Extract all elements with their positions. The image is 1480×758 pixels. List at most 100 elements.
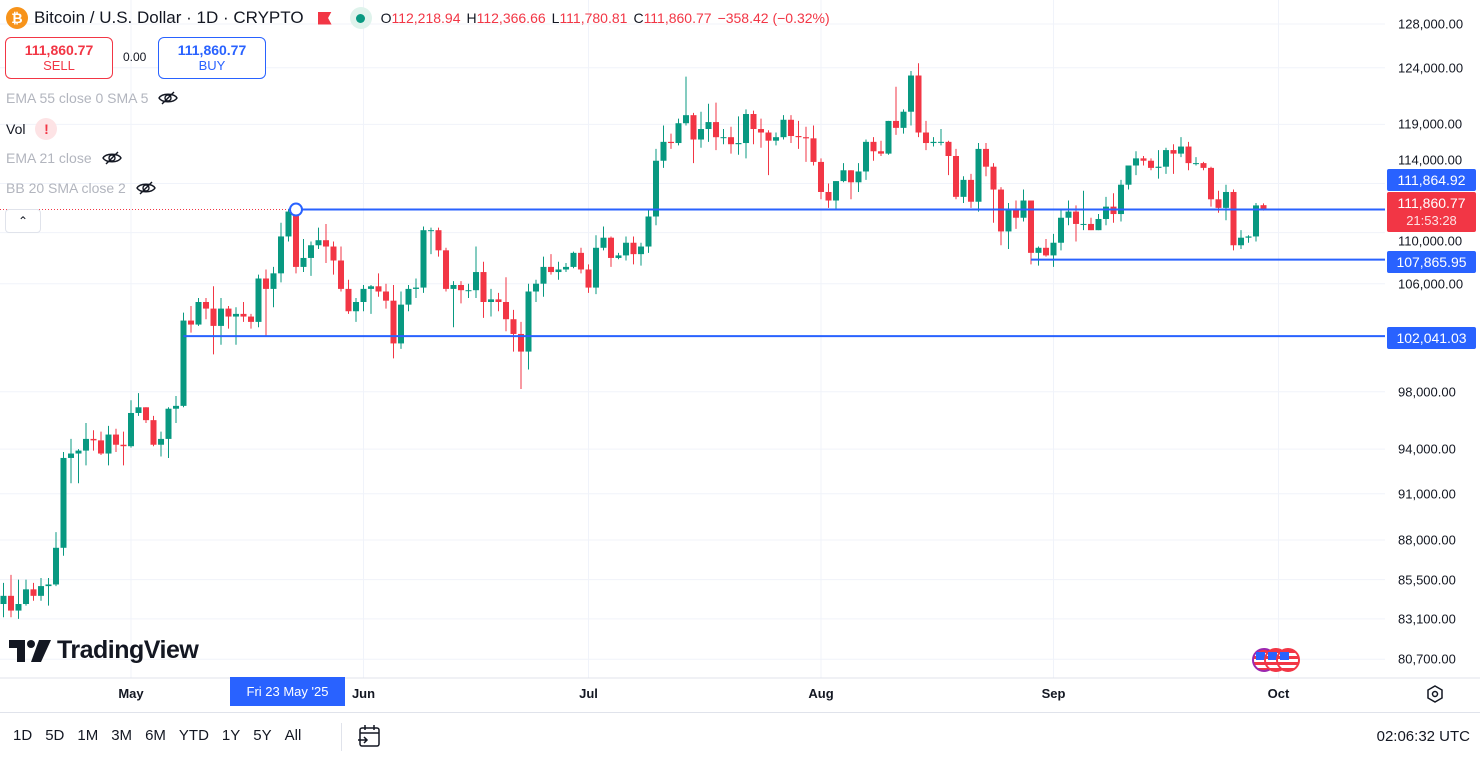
economic-events[interactable] [1252, 648, 1300, 672]
candle-body [750, 114, 757, 130]
range-5d[interactable]: 5D [45, 727, 65, 744]
candle-body [458, 284, 464, 291]
candle-body [810, 138, 817, 162]
range-1m[interactable]: 1M [77, 727, 99, 744]
sell-button[interactable]: 111,860.77 SELL [5, 37, 113, 79]
price-tick: 128,000.00 [1398, 16, 1464, 32]
candle-body [240, 313, 247, 317]
candle-body [473, 272, 479, 291]
candle-body [825, 191, 832, 201]
candle-body [435, 230, 442, 251]
candlestick-chart[interactable] [0, 0, 1480, 712]
candle-body [1230, 191, 1237, 246]
candle-body [270, 273, 277, 289]
collapse-legend-button[interactable]: ⌃ [5, 209, 41, 233]
candle-body [203, 301, 209, 309]
flag-icon[interactable] [317, 11, 332, 25]
range-selector: 1D 5D 1M 3M 6M YTD 1Y 5Y All [13, 727, 301, 744]
candle-body [525, 291, 532, 352]
indicator-vol[interactable]: Vol! [6, 118, 58, 140]
candle-body [375, 286, 382, 292]
candle-body [848, 170, 854, 183]
candle-body [743, 114, 749, 144]
range-1y[interactable]: 1Y [221, 727, 241, 744]
low-value: 111,780.81 [559, 10, 628, 26]
indicator-bb20[interactable]: BB 20 SMA close 2 [6, 180, 156, 196]
eye-off-icon[interactable] [101, 151, 122, 165]
indicator-ema55[interactable]: EMA 55 close 0 SMA 5 [6, 90, 179, 106]
candle-body [780, 119, 787, 138]
candle-body [1148, 160, 1154, 168]
eye-off-icon[interactable] [136, 181, 156, 195]
candle-body [945, 141, 952, 156]
candle-body [540, 266, 547, 284]
candle-body [1260, 205, 1267, 210]
candle-body [1065, 211, 1072, 218]
candle-body [885, 120, 892, 154]
indicator-ema21[interactable]: EMA 21 close [6, 150, 122, 166]
clock-timezone[interactable]: 02:06:32 UTC [1376, 728, 1470, 745]
candle-body [23, 589, 29, 605]
candle-body [450, 284, 457, 289]
time-tick: Aug [808, 686, 834, 701]
us-flag-icon[interactable] [1276, 648, 1300, 672]
range-all[interactable]: All [284, 727, 302, 744]
close-value: 111,860.77 [643, 10, 712, 26]
candle-body [113, 434, 119, 445]
candle-body [548, 266, 554, 273]
candle-body [323, 240, 329, 247]
high-value: 112,366.66 [476, 10, 546, 26]
support-price-label[interactable]: 102,041.03 [1387, 327, 1476, 349]
candle-body [698, 129, 704, 140]
open-value: 112,218.94 [391, 10, 461, 26]
candle-body [555, 269, 562, 273]
ohlc-legend: O112,218.94 H112,366.66 L111,780.81 C111… [381, 10, 830, 26]
candle-body [795, 136, 802, 138]
market-open-icon [349, 7, 372, 29]
range-3m[interactable]: 3M [111, 727, 133, 744]
go-to-date-icon[interactable] [356, 723, 382, 749]
buy-label: BUY [198, 58, 226, 73]
candle-body [495, 299, 502, 302]
alert-price-label[interactable]: 111,864.92 [1387, 169, 1476, 191]
candle-body [660, 141, 667, 161]
warning-icon[interactable]: ! [35, 118, 58, 140]
candle-body [360, 288, 367, 302]
candle-body [480, 272, 487, 302]
candle-body [345, 288, 352, 312]
settings-icon[interactable] [1425, 684, 1445, 704]
range-ytd[interactable]: YTD [178, 727, 209, 744]
candle-body [720, 137, 727, 139]
price-tick: 106,000.00 [1398, 276, 1464, 292]
candle-body [150, 420, 157, 445]
range-5y[interactable]: 5Y [253, 727, 272, 744]
candle-body [735, 143, 742, 145]
tradingview-logo[interactable]: TradingView [9, 636, 199, 665]
low-label: L [551, 10, 560, 26]
change-value: −358.42 (−0.32%) [717, 10, 830, 26]
range-6m[interactable]: 6M [145, 727, 166, 744]
candle-body [210, 308, 217, 326]
eye-off-icon[interactable] [158, 91, 179, 105]
candle-body [143, 407, 149, 421]
candle-body [413, 287, 419, 289]
candle-body [1035, 247, 1042, 253]
candle-body [975, 148, 982, 202]
candle-body [713, 122, 719, 138]
candle-body [983, 148, 989, 167]
candle-body [75, 450, 82, 454]
symbol-header[interactable]: ₿ Bitcoin / U.S. Dollar · 1D · CRYPTO O1… [6, 7, 830, 29]
buy-button[interactable]: 111,860.77 BUY [158, 37, 266, 79]
indicator-label: BB 20 SMA close 2 [6, 180, 126, 196]
candle-body [1170, 150, 1177, 154]
bottom-toolbar: 1D 5D 1M 3M 6M YTD 1Y 5Y All 02:06:32 UTC [0, 712, 1480, 758]
candle-body [90, 438, 97, 441]
support-price-label[interactable]: 107,865.95 [1387, 251, 1476, 273]
candle-body [930, 141, 937, 144]
symbol-title[interactable]: Bitcoin / U.S. Dollar · 1D · CRYPTO [34, 8, 304, 27]
range-1d[interactable]: 1D [13, 727, 33, 744]
candle-body [563, 266, 569, 270]
candle-body [218, 308, 224, 326]
candle-body [803, 137, 809, 139]
candle-body [38, 586, 44, 596]
